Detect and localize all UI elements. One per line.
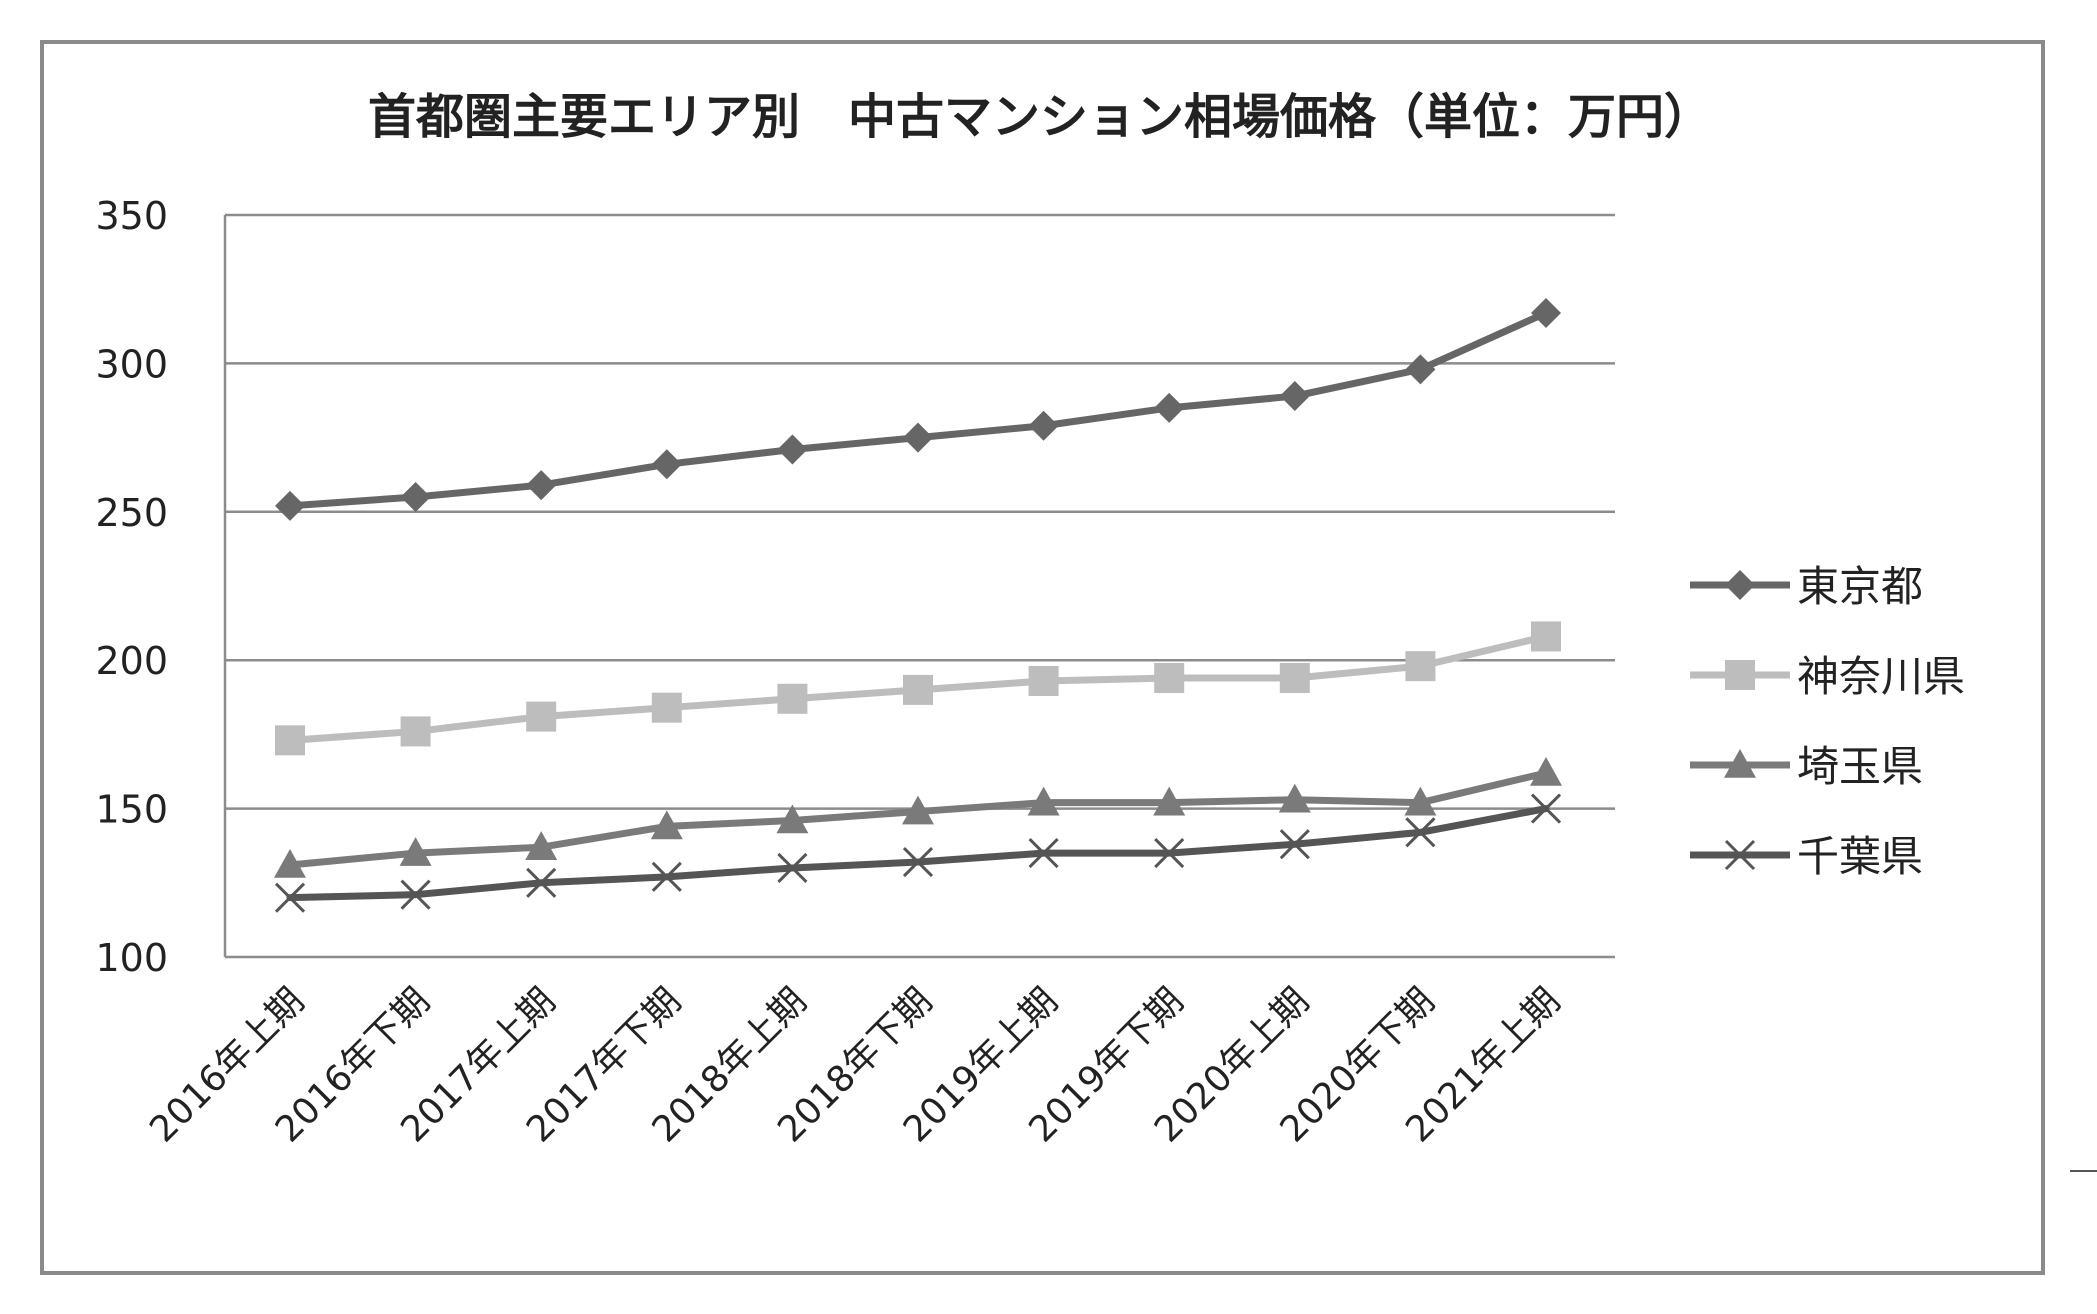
data-point	[1027, 786, 1060, 816]
y-tick-label: 250	[95, 491, 168, 535]
data-point	[274, 882, 306, 913]
data-point	[400, 481, 431, 512]
marker-stroke	[1279, 829, 1310, 860]
legend-label: 神奈川県	[1797, 652, 1965, 701]
marker-stroke	[902, 846, 934, 878]
data-point	[525, 831, 558, 860]
data-point	[1405, 354, 1436, 385]
series-layer	[274, 297, 1562, 913]
marker-stroke	[1154, 838, 1185, 869]
marker-stroke	[400, 879, 431, 910]
data-point	[400, 879, 431, 910]
data-point	[399, 837, 432, 866]
data-point	[1405, 817, 1436, 848]
data-point	[902, 846, 934, 878]
y-tick-label: 100	[95, 936, 168, 980]
legend-item: 千葉県	[1690, 832, 1923, 881]
data-point	[776, 804, 809, 834]
data-point	[777, 434, 808, 465]
data-point	[274, 848, 306, 878]
series-line	[286, 309, 1550, 510]
legend-marker	[1725, 660, 1755, 690]
chart-frame	[40, 40, 2045, 1275]
y-axis-ticks: 100 150 200 250 300 350	[95, 194, 168, 980]
marker-stroke	[274, 882, 306, 913]
y-tick-label: 350	[95, 194, 168, 238]
data-point	[275, 490, 305, 521]
marker-stroke	[1724, 839, 1756, 871]
data-point	[650, 810, 683, 840]
marker-stroke	[1530, 793, 1562, 824]
data-point	[903, 422, 933, 453]
data-point	[526, 867, 557, 898]
series-3	[274, 756, 1562, 878]
data-point	[1153, 786, 1186, 816]
legend-item: 神奈川県	[1690, 652, 1965, 701]
legend-marker	[1725, 570, 1755, 600]
legend-item: 東京都	[1690, 562, 1923, 611]
data-point	[1154, 663, 1185, 694]
data-point	[1278, 783, 1311, 813]
data-point	[1531, 297, 1561, 328]
chart-title: 首都圏主要エリア別 中古マンション相場価格（単位：万円）	[368, 89, 1712, 145]
y-tick-label: 200	[95, 639, 168, 683]
data-point	[1028, 410, 1059, 441]
data-point	[1154, 392, 1185, 423]
series-4	[274, 793, 1562, 913]
data-point	[651, 692, 682, 723]
data-point	[1154, 838, 1185, 869]
marker-stroke	[777, 852, 808, 884]
legend-item: 埼玉県	[1690, 742, 1923, 791]
data-point	[526, 701, 557, 732]
page-edge-mark	[2070, 1170, 2097, 1172]
data-point	[275, 725, 305, 756]
gridlines	[223, 213, 1615, 959]
legend-marker	[1724, 839, 1756, 871]
legend-marker	[1724, 749, 1756, 778]
marker-stroke	[526, 867, 557, 898]
y-tick-label: 150	[95, 788, 168, 832]
legend-label: 東京都	[1797, 562, 1923, 611]
data-point	[1531, 621, 1561, 652]
data-point	[1279, 381, 1310, 412]
data-point	[651, 449, 682, 480]
data-point	[526, 470, 557, 501]
data-point	[1530, 793, 1562, 824]
data-point	[902, 795, 934, 825]
series-2	[275, 621, 1561, 756]
marker-stroke	[1405, 817, 1436, 848]
data-point	[400, 716, 431, 747]
data-point	[1028, 665, 1059, 696]
data-point	[1405, 651, 1436, 682]
data-point	[777, 852, 808, 884]
marker-stroke	[1028, 838, 1059, 869]
legend-label: 埼玉県	[1797, 742, 1923, 791]
data-point	[1028, 838, 1059, 869]
series-1	[275, 297, 1561, 521]
data-point	[1530, 756, 1562, 786]
data-point	[1404, 786, 1437, 816]
data-point	[1279, 663, 1310, 694]
data-point	[903, 674, 933, 705]
data-point	[651, 861, 682, 892]
x-axis-ticks: 2016年上期2016年下期2017年上期2017年下期2018年上期2018年…	[142, 980, 1568, 1150]
legend-label: 千葉県	[1797, 832, 1923, 881]
data-point	[1279, 829, 1310, 860]
y-tick-label: 300	[95, 342, 168, 386]
data-point	[777, 683, 808, 714]
marker-stroke	[651, 861, 682, 892]
